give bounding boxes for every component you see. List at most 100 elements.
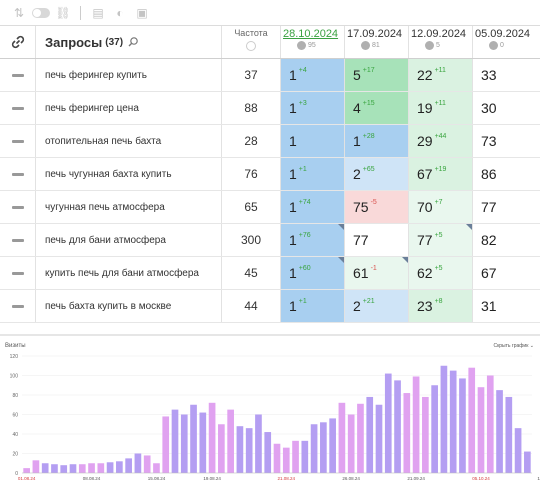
link-icon[interactable]: ⛓ bbox=[55, 5, 71, 20]
chart-bar[interactable] bbox=[514, 428, 522, 473]
position-cell[interactable]: 33 bbox=[473, 59, 539, 91]
date-column-header[interactable]: 12.09.2024 5 bbox=[409, 26, 473, 58]
chart-bar[interactable] bbox=[412, 376, 420, 473]
chart-bar[interactable] bbox=[310, 424, 318, 473]
row-toggle[interactable] bbox=[0, 125, 36, 157]
chart-bar[interactable] bbox=[338, 402, 346, 473]
position-cell[interactable]: 73 bbox=[473, 125, 539, 157]
row-toggle[interactable] bbox=[0, 257, 36, 289]
table-icon[interactable]: ▤ bbox=[92, 5, 104, 20]
position-cell[interactable]: 1 +3 bbox=[281, 92, 345, 124]
query-cell[interactable]: купить печь для бани атмосфера bbox=[36, 257, 222, 289]
chart-bar[interactable] bbox=[32, 460, 40, 473]
position-cell[interactable]: 1 bbox=[281, 125, 345, 157]
chart-bar[interactable] bbox=[320, 422, 327, 473]
chart-bar[interactable] bbox=[199, 412, 207, 473]
position-cell[interactable]: 1 +74 bbox=[281, 191, 345, 223]
chart-bar[interactable] bbox=[143, 455, 151, 473]
chart-bar[interactable] bbox=[180, 414, 188, 474]
query-cell[interactable]: печь бахта купить в москве bbox=[36, 290, 222, 322]
chart-bar[interactable] bbox=[116, 461, 123, 473]
chart-bar[interactable] bbox=[88, 463, 95, 473]
date-label[interactable]: 17.09.2024 bbox=[347, 28, 403, 40]
toggle-icon[interactable] bbox=[30, 3, 52, 23]
chart-bar[interactable] bbox=[301, 440, 309, 473]
chart-bar[interactable] bbox=[329, 418, 336, 473]
hide-chart-dropdown[interactable]: Скрыть график ⌄ bbox=[493, 343, 534, 349]
position-cell[interactable]: 70 +7 bbox=[409, 191, 473, 223]
position-cell[interactable]: 67 +19 bbox=[409, 158, 473, 190]
chart-bar[interactable] bbox=[51, 464, 58, 473]
chart-bar[interactable] bbox=[190, 404, 197, 473]
chart-bar[interactable] bbox=[394, 380, 401, 473]
position-cell[interactable]: 29 +44 bbox=[409, 125, 473, 157]
chart-bar[interactable] bbox=[486, 375, 494, 474]
link-column-header[interactable] bbox=[0, 26, 36, 58]
row-toggle[interactable] bbox=[0, 92, 36, 124]
chart-bar[interactable] bbox=[347, 414, 355, 474]
chart-bar[interactable] bbox=[366, 396, 374, 473]
frequency-column-header[interactable]: Частота bbox=[222, 26, 281, 58]
chart-bar[interactable] bbox=[97, 463, 105, 473]
row-toggle[interactable] bbox=[0, 59, 36, 91]
chart-bar[interactable] bbox=[227, 409, 234, 473]
position-cell[interactable]: 77 +5 bbox=[409, 224, 473, 256]
chart-bar[interactable] bbox=[23, 468, 30, 473]
query-cell[interactable]: печь для бани атмосфера bbox=[36, 224, 222, 256]
date-label[interactable]: 12.09.2024 bbox=[411, 28, 467, 40]
position-cell[interactable]: 30 bbox=[473, 92, 539, 124]
chart-bar[interactable] bbox=[422, 396, 429, 473]
chart-bar[interactable] bbox=[403, 393, 411, 473]
chart-bar[interactable] bbox=[468, 367, 476, 473]
image-icon[interactable]: ▣ bbox=[136, 5, 148, 20]
chart-bar[interactable] bbox=[153, 463, 160, 473]
chart-bar[interactable] bbox=[449, 370, 457, 473]
query-cell[interactable]: печь чугунная бахта купить bbox=[36, 158, 222, 190]
position-cell[interactable]: 19 +11 bbox=[409, 92, 473, 124]
date-label[interactable]: 28.10.2024 bbox=[283, 28, 339, 40]
chart-bar[interactable] bbox=[245, 428, 253, 473]
position-cell[interactable]: 2 +65 bbox=[345, 158, 409, 190]
chart-bar[interactable] bbox=[171, 409, 179, 473]
chart-bar[interactable] bbox=[134, 453, 142, 474]
chart-bar[interactable] bbox=[106, 462, 114, 473]
chart-bar[interactable] bbox=[125, 458, 132, 473]
position-cell[interactable]: 1 +1 bbox=[281, 158, 345, 190]
row-toggle[interactable] bbox=[0, 224, 36, 256]
chart-bar[interactable] bbox=[41, 463, 49, 473]
position-cell[interactable]: 4 +15 bbox=[345, 92, 409, 124]
chart-bar[interactable] bbox=[69, 464, 77, 473]
position-cell[interactable]: 2 +21 bbox=[345, 290, 409, 322]
position-cell[interactable]: 1 +1 bbox=[281, 290, 345, 322]
chart-bar[interactable] bbox=[60, 465, 68, 473]
chart-bar[interactable] bbox=[292, 440, 299, 473]
chart-bar[interactable] bbox=[357, 403, 364, 473]
row-toggle[interactable] bbox=[0, 158, 36, 190]
chart-bar[interactable] bbox=[162, 416, 170, 473]
position-cell[interactable]: 1 +4 bbox=[281, 59, 345, 91]
position-cell[interactable]: 23 +8 bbox=[409, 290, 473, 322]
chart-bar[interactable] bbox=[477, 387, 485, 473]
position-cell[interactable]: 1 +60 bbox=[281, 257, 345, 289]
chart-bar[interactable] bbox=[218, 424, 225, 473]
position-cell[interactable]: 75 -5 bbox=[345, 191, 409, 223]
query-cell[interactable]: печь ферингер купить bbox=[36, 59, 222, 91]
position-cell[interactable]: 86 bbox=[473, 158, 539, 190]
position-cell[interactable]: 67 bbox=[473, 257, 539, 289]
chart-bar[interactable] bbox=[208, 402, 216, 473]
chart-bar[interactable] bbox=[273, 443, 281, 473]
date-column-header[interactable]: 28.10.2024 95 bbox=[281, 26, 345, 58]
row-toggle[interactable] bbox=[0, 290, 36, 322]
date-label[interactable]: 05.09.2024 bbox=[475, 28, 531, 40]
position-cell[interactable]: 82 bbox=[473, 224, 539, 256]
chart-bar[interactable] bbox=[496, 390, 503, 473]
query-cell[interactable]: отопительная печь бахта bbox=[36, 125, 222, 157]
position-cell[interactable]: 77 bbox=[345, 224, 409, 256]
chart-bar[interactable] bbox=[255, 414, 262, 474]
chart-bar[interactable] bbox=[78, 464, 86, 473]
chart-bar[interactable] bbox=[375, 404, 383, 473]
chart-bar[interactable] bbox=[431, 385, 438, 473]
position-cell[interactable]: 22 +11 bbox=[409, 59, 473, 91]
position-cell[interactable]: 62 +5 bbox=[409, 257, 473, 289]
sort-icon[interactable]: ⇅ bbox=[13, 5, 25, 20]
